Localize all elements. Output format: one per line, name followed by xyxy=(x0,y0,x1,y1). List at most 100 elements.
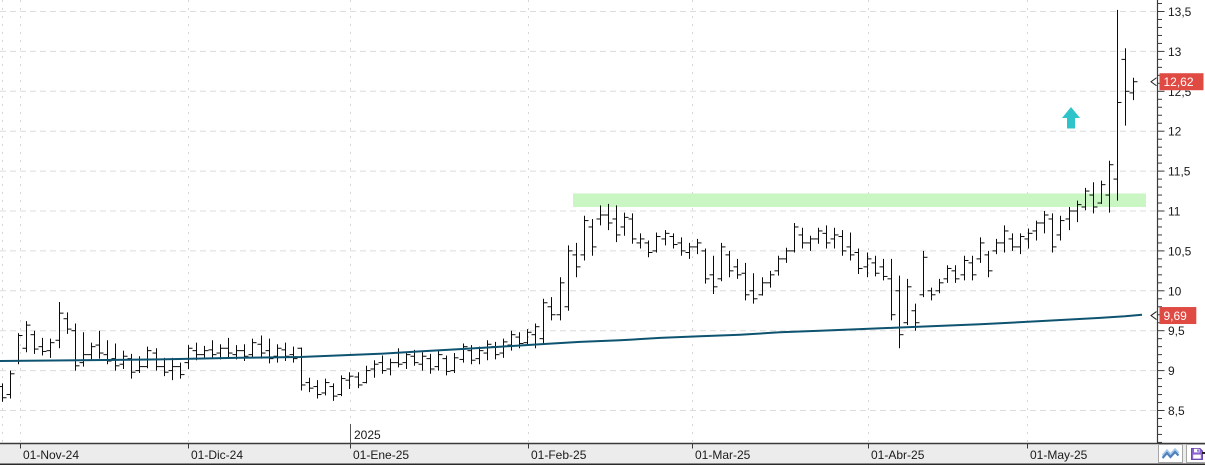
ohlc-bar xyxy=(79,332,88,367)
ohlc-bar xyxy=(838,230,847,256)
ohlc-bar xyxy=(63,312,72,334)
ohlc-bar xyxy=(111,343,120,371)
ohlc-bar xyxy=(935,278,944,294)
date-tick-label: 01-May-25 xyxy=(1030,448,1088,462)
ohlc-bar xyxy=(903,278,912,326)
ohlc-bar xyxy=(814,227,823,244)
ohlc-bar xyxy=(475,346,484,365)
date-tick-label: 01-Ene-25 xyxy=(353,448,409,462)
ohlc-bar xyxy=(572,242,581,278)
buy-signal-arrow-icon xyxy=(1062,107,1080,129)
date-tick-label: 01-Mar-25 xyxy=(695,448,751,462)
ohlc-bar xyxy=(370,360,379,378)
ohlc-bar xyxy=(556,277,565,321)
ohlc-bar xyxy=(984,250,993,278)
ohlc-bar xyxy=(216,344,225,360)
price-tick-label: 10,5 xyxy=(1168,244,1192,258)
date-tick-label: 01-Dic-24 xyxy=(191,448,243,462)
ohlc-bar xyxy=(168,357,177,381)
zigzag-lines-icon xyxy=(1161,447,1180,459)
badge-background xyxy=(1159,307,1197,325)
ohlc-bar xyxy=(644,240,653,258)
save-chart-button[interactable] xyxy=(1186,444,1205,463)
ohlc-bar xyxy=(1073,200,1082,223)
ohlc-bar xyxy=(313,380,322,399)
ohlc-bar xyxy=(160,357,169,377)
ohlc-bar xyxy=(741,262,750,301)
price-tick-label: 10 xyxy=(1168,284,1182,298)
ohlc-bar xyxy=(499,338,508,358)
price-tick-label: 11 xyxy=(1168,205,1181,219)
ohlc-bar xyxy=(951,265,960,283)
ohlc-bar xyxy=(895,275,904,349)
ohlc-bar xyxy=(337,375,346,397)
ohlc-bar xyxy=(418,352,427,371)
ohlc-bar xyxy=(1113,9,1122,201)
ohlc-bar xyxy=(1121,48,1130,126)
ohlc-bar xyxy=(30,330,39,354)
ohlc-bar xyxy=(394,348,403,368)
ohlc-bar xyxy=(612,205,621,243)
ohlc-bar xyxy=(208,340,217,358)
ohlc-bar xyxy=(871,255,880,277)
ohlc-bar xyxy=(652,232,661,253)
ohlc-bar xyxy=(426,353,435,374)
ohlc-bar xyxy=(386,358,395,376)
ohlc-bar xyxy=(1065,207,1074,231)
ohlc-bar xyxy=(976,237,985,263)
ohlc-bar xyxy=(38,337,47,356)
ohlc-bar xyxy=(822,225,831,249)
ohlc-bar xyxy=(483,340,492,361)
moving-average-line xyxy=(0,313,1143,362)
ohlc-bar xyxy=(184,345,193,370)
ohlc-bar xyxy=(450,353,459,373)
ohlc-bar xyxy=(434,350,443,371)
badge-pointer-icon xyxy=(1150,311,1157,320)
ohlc-bar xyxy=(830,227,839,249)
ohlc-bar xyxy=(14,333,23,365)
price-tick-label: 13 xyxy=(1168,45,1182,59)
ohlc-bar xyxy=(87,342,96,360)
ohlc-bar xyxy=(887,258,896,321)
ohlc-bar xyxy=(580,215,589,261)
price-tick-label: 9,5 xyxy=(1168,324,1185,338)
ohlc-bar xyxy=(846,232,855,261)
ohlc-bar xyxy=(354,372,363,389)
ohlc-bar xyxy=(1008,233,1017,251)
date-axis-strip xyxy=(0,444,1205,465)
ohlc-bar xyxy=(661,230,670,246)
ohlc-bar xyxy=(685,242,694,259)
price-tick-label: 12 xyxy=(1168,125,1182,139)
ohlc-bar xyxy=(1000,225,1009,253)
ohlc-bar xyxy=(491,341,500,360)
ohlc-bar xyxy=(329,383,338,401)
ohlc-bar xyxy=(321,378,330,396)
ohlc-bar xyxy=(1048,213,1057,253)
ohlc-bar xyxy=(1089,182,1098,214)
ohlc-bar xyxy=(1024,228,1033,249)
ohlc-bar xyxy=(305,377,314,393)
ohlc-bar xyxy=(798,227,807,249)
ohlc-bar xyxy=(55,301,64,349)
ohlc-bar xyxy=(854,248,863,275)
ohlc-bar xyxy=(628,213,637,244)
ohlc-bar xyxy=(0,383,7,402)
ohlc-bar xyxy=(143,346,152,369)
ohlc-bar xyxy=(378,355,387,374)
ohlc-bar xyxy=(95,330,104,359)
ohlc-bar xyxy=(265,338,274,364)
ohlc-bar xyxy=(766,270,775,288)
ohlc-bar xyxy=(620,212,629,236)
ohlc-bar xyxy=(362,365,371,384)
price-badge: 9,69 xyxy=(1150,307,1197,325)
ohlc-bar xyxy=(1105,160,1114,213)
compress-view-button[interactable] xyxy=(1158,444,1183,463)
ohlc-bar xyxy=(693,238,702,255)
ohlc-bar xyxy=(176,362,185,379)
ohlc-bar xyxy=(297,347,306,391)
date-tick-label: 01-Nov-24 xyxy=(23,448,79,462)
ohlc-bar xyxy=(960,255,969,281)
ohlc-bar xyxy=(46,338,55,358)
